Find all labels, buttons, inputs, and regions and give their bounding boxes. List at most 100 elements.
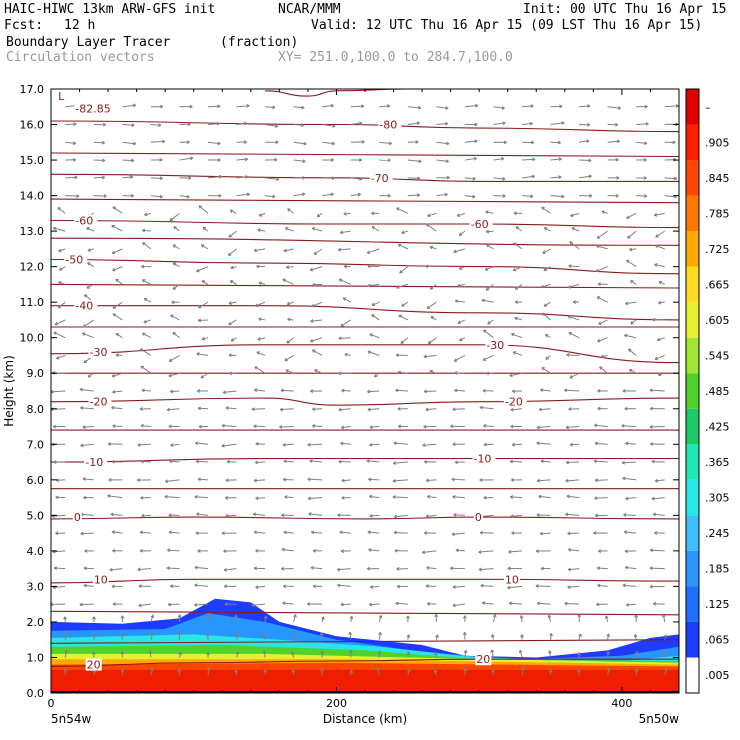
colorbar-swatch: [686, 479, 699, 516]
vector-arrow: [626, 212, 637, 219]
vector-arrow: [424, 459, 437, 464]
vector-arrow: [568, 264, 580, 269]
vector-arrow: [425, 478, 437, 483]
vector-arrow: [566, 494, 580, 499]
vector-arrow: [55, 495, 66, 500]
vector-arrow: [53, 566, 66, 571]
vector-arrow: [649, 548, 665, 553]
contour-label: -10: [473, 453, 491, 466]
vector-arrow: [634, 614, 639, 622]
vector-arrow: [464, 122, 478, 127]
vector-arrow: [483, 495, 494, 500]
colorbar-label: .305: [705, 492, 730, 505]
vector-arrow: [649, 566, 665, 571]
vector-arrow: [223, 549, 237, 553]
vector-arrow: [137, 478, 151, 482]
vector-arrow: [83, 495, 94, 500]
vector-arrow: [396, 207, 409, 214]
colorbar-label: .125: [705, 598, 730, 611]
vector-arrow: [513, 211, 523, 216]
vector-arrow: [122, 103, 137, 108]
contour-label-bg: [503, 573, 520, 586]
vector-arrow: [564, 601, 580, 606]
vector-arrow: [625, 441, 637, 446]
vector-arrow: [254, 366, 266, 374]
vector-arrow: [141, 264, 151, 269]
vector-arrow: [314, 369, 323, 374]
vector-arrow: [197, 318, 209, 323]
vector-arrow: [293, 192, 306, 197]
vector-arrow: [169, 212, 180, 222]
y-tick-label: 12.0: [20, 261, 45, 274]
isotherm-line-5: [51, 237, 679, 246]
vector-arrow: [139, 407, 151, 411]
field-units: (fraction): [220, 35, 299, 50]
vector-arrow: [540, 388, 551, 392]
vector-arrow: [597, 583, 608, 588]
vector-arrow: [150, 614, 155, 623]
vector-arrow: [111, 224, 123, 232]
vector-arrow: [221, 443, 237, 448]
vector-arrow: [435, 634, 439, 640]
vector-arrow: [86, 283, 95, 289]
tracer-region-7: [51, 669, 679, 693]
vector-arrow: [283, 248, 294, 253]
vector-arrow: [624, 565, 637, 570]
contour-label-bg: [92, 573, 109, 586]
vector-arrow: [312, 584, 323, 589]
vector-arrow: [509, 372, 523, 378]
vector-arrow: [567, 283, 580, 289]
colorbar-frame: [685, 88, 700, 694]
plot-frame: [50, 88, 680, 694]
vector-arrow: [596, 230, 608, 239]
vector-arrow: [652, 317, 665, 322]
vector-arrow: [510, 407, 523, 412]
vector-arrow: [172, 331, 180, 339]
vector-arrow: [111, 372, 123, 378]
vector-arrow: [225, 406, 237, 410]
vector-arrow: [518, 649, 523, 658]
vector-arrow: [623, 513, 637, 517]
vector-arrow: [634, 651, 639, 658]
vector-arrow: [452, 407, 465, 412]
vector-arrow: [621, 423, 637, 428]
vector-arrow: [170, 584, 180, 589]
vector-arrow: [426, 223, 437, 232]
vector-arrow: [393, 514, 408, 519]
vector-arrow: [108, 477, 123, 482]
vector-arrow: [143, 319, 152, 324]
vector-arrow: [287, 317, 294, 322]
y-tick-label: 6.0: [27, 474, 45, 487]
vector-arrow: [400, 337, 409, 344]
vector-arrow: [307, 477, 323, 482]
vector-arrow: [464, 156, 477, 161]
vector-arrow: [636, 104, 648, 109]
y-tick-label: 0.0: [27, 687, 45, 700]
vector-arrow: [513, 242, 523, 250]
vector-arrow: [567, 567, 580, 572]
colorbar-label: .785: [705, 207, 730, 220]
vector-arrow: [207, 193, 222, 198]
vector-arrow: [565, 425, 580, 430]
contour-label-bg: [84, 456, 108, 469]
vector-arrow: [564, 388, 580, 393]
vector-arrow: [569, 241, 580, 250]
vector-arrow: [649, 388, 665, 393]
vector-arrow: [464, 176, 476, 181]
contour-label-bg: [57, 90, 67, 103]
vector-arrow: [179, 176, 192, 180]
vector-arrow: [485, 229, 494, 234]
x-axis-label: Distance (km): [323, 712, 407, 726]
vector-arrow: [541, 367, 551, 374]
y-tick-label: 13.0: [20, 225, 45, 238]
vector-arrow: [462, 631, 467, 640]
vector-arrow: [166, 566, 180, 570]
vector-arrow: [253, 388, 266, 393]
isotherm-layer: [51, 89, 679, 667]
vector-arrow: [636, 141, 648, 146]
vector-arrow: [492, 614, 497, 623]
vector-arrow: [426, 601, 437, 606]
vector-arrow: [337, 513, 351, 518]
vector-arrow: [550, 175, 562, 179]
vector-arrow: [350, 192, 361, 197]
